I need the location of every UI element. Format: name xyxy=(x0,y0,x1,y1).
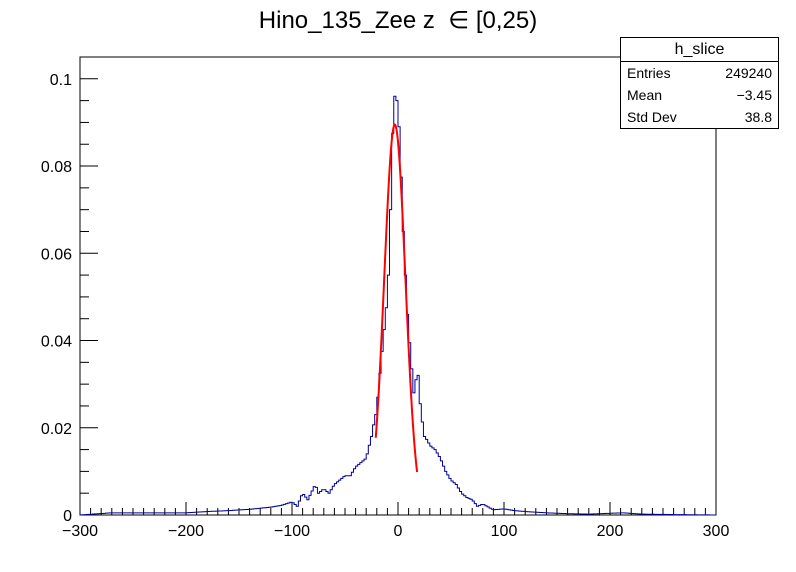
y-tick-label: 0.08 xyxy=(41,159,72,176)
y-tick-label: 0.04 xyxy=(41,334,72,351)
x-tick-label: −300 xyxy=(62,523,98,540)
stats-value: 38.8 xyxy=(744,109,772,125)
stats-box-title: h_slice xyxy=(621,38,778,62)
x-tick-label: 200 xyxy=(597,523,624,540)
y-tick-label: 0 xyxy=(63,508,72,525)
x-tick-label: −200 xyxy=(168,523,204,540)
stats-value: −3.45 xyxy=(736,87,772,103)
stats-label: Std Dev xyxy=(627,109,677,125)
chart-title: Hino_135_Zee z ∈ [0,25) xyxy=(258,7,538,34)
stats-label: Entries xyxy=(627,65,671,81)
stats-row-stddev: Std Dev 38.8 xyxy=(621,106,778,128)
stats-value: 249240 xyxy=(725,65,772,81)
tick-labels: −300 −200 −100 0 100 200 300 0 0.02 0.04 0.06 0.08 0… xyxy=(41,72,730,540)
axis-ticks xyxy=(79,78,717,516)
x-tick-label: −100 xyxy=(274,523,310,540)
x-tick-label: 100 xyxy=(491,523,518,540)
stats-row-entries: Entries 249240 xyxy=(621,62,778,84)
y-tick-label: 0.06 xyxy=(41,246,72,263)
stats-box: h_slice Entries 249240 Mean −3.45 Std De… xyxy=(620,37,779,129)
stats-label: Mean xyxy=(627,87,663,103)
data-marks xyxy=(79,95,717,516)
stats-row-mean: Mean −3.45 xyxy=(621,84,778,106)
histogram-series xyxy=(79,95,717,516)
x-tick-label: 300 xyxy=(703,523,730,540)
x-tick-label: 0 xyxy=(394,523,403,540)
y-tick-label: 0.02 xyxy=(41,421,72,438)
y-tick-label: 0.1 xyxy=(50,72,72,89)
gaussian-fit-curve xyxy=(374,123,419,473)
